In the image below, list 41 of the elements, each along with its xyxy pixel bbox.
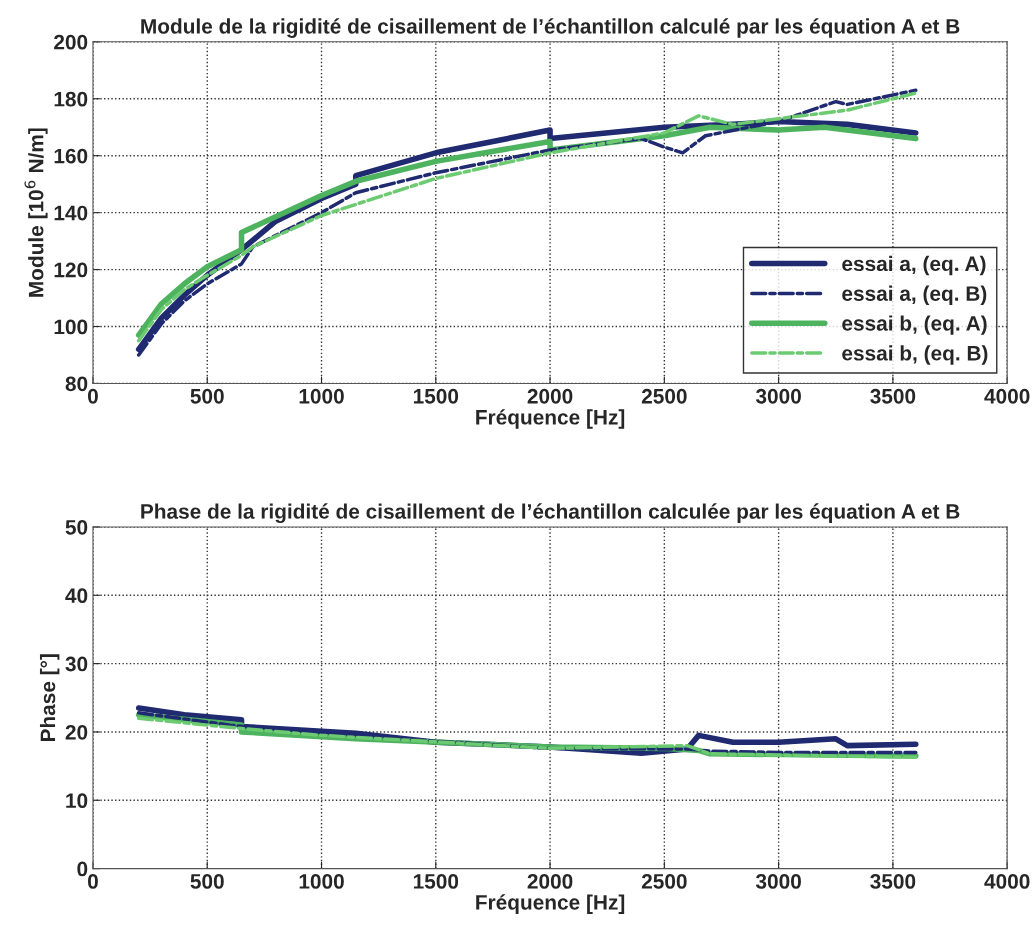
y-tick-label: 80 [65,376,88,392]
y-axis-title: Module [10$^{6}$ N/m] [24,128,48,297]
x-tick-label: 3000 [755,874,801,889]
y-tick-label: 30 [65,656,88,672]
y-axis-title: Phase [°] [39,654,60,742]
y-tick-label: 120 [54,262,88,278]
x-tick-label: 2500 [641,874,687,889]
x-tick-label: 3000 [755,388,801,404]
y-tick-label: 10 [66,793,88,809]
x-tick-label: 1000 [299,388,344,404]
x-tick-label: 0 [88,874,98,889]
y-tick-label: 50 [65,519,88,535]
x-tick-label: 3500 [870,388,916,404]
chart-title: Phase de la rigidité de cisaillement de l’échantillon calculée par les équation A et B [141,503,960,524]
y-tick-label: 100 [54,319,88,335]
x-tick-label: 500 [190,874,224,889]
y-tick-label: 160 [54,148,88,164]
x-tick-label: 2000 [527,874,573,889]
legend-label: essai b, (eq. B) [842,345,988,365]
x-axis-title: Fréquence [Hz] [476,894,625,914]
x-tick-label: 0 [88,388,98,404]
x-axis-title: Fréquence [Hz] [476,409,625,429]
legend-label: essai b, (eq. A) [842,315,987,335]
y-tick-label: 200 [54,34,88,50]
x-tick-label: 3500 [870,874,916,889]
x-tick-label: 1000 [299,874,344,889]
x-tick-label: 4000 [984,874,1030,889]
legend-label: essai a, (eq. A) [842,255,986,276]
x-tick-label: 4000 [984,388,1030,404]
y-tick-label: 0 [77,861,88,877]
x-tick-label: 2500 [641,388,687,404]
y-tick-label: 40 [65,588,88,604]
y-tick-label: 140 [54,205,88,221]
x-tick-label: 500 [190,388,224,404]
legend-label: essai a, (eq. B) [842,285,987,306]
x-tick-label: 1500 [413,874,459,889]
y-tick-label: 20 [65,724,88,740]
x-tick-label: 1500 [413,388,459,404]
x-tick-label: 2000 [527,388,573,404]
chart-title: Module de la rigidité de cisaillement de l’échantillon calculé par les équation A et B [141,18,960,38]
y-tick-label: 180 [54,91,88,107]
